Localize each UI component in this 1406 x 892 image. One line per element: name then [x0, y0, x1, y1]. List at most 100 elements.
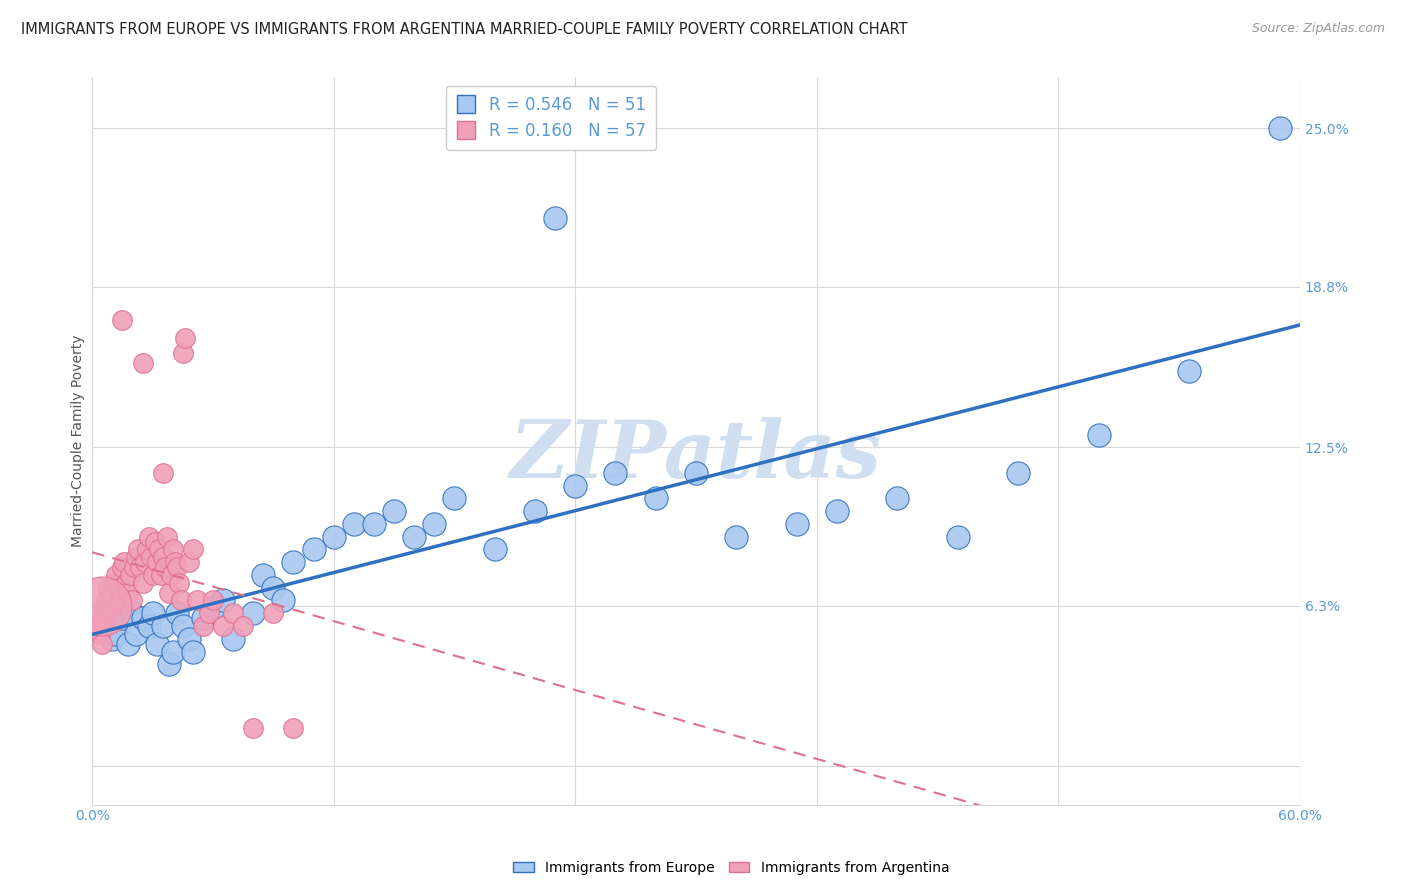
Point	[252, 568, 274, 582]
Point	[191, 611, 214, 625]
Point	[157, 586, 180, 600]
Point	[89, 626, 111, 640]
Point	[127, 542, 149, 557]
Legend: R = 0.546   N = 51, R = 0.160   N = 57: R = 0.546 N = 51, R = 0.160 N = 57	[446, 86, 657, 150]
Point	[166, 560, 188, 574]
Point	[443, 491, 465, 506]
Point	[544, 211, 567, 225]
Point	[283, 721, 305, 735]
Point	[156, 530, 179, 544]
Point	[117, 637, 139, 651]
Point	[152, 466, 174, 480]
Point	[152, 619, 174, 633]
Point	[157, 657, 180, 672]
Point	[103, 575, 125, 590]
Point	[283, 555, 305, 569]
Point	[138, 530, 160, 544]
Point	[886, 491, 908, 506]
Point	[191, 619, 214, 633]
Text: ZIPatlas: ZIPatlas	[510, 417, 882, 494]
Point	[162, 542, 184, 557]
Point	[524, 504, 547, 518]
Y-axis label: Married-Couple Family Poverty: Married-Couple Family Poverty	[72, 334, 86, 548]
Point	[644, 491, 666, 506]
Point	[142, 607, 165, 621]
Point	[302, 542, 325, 557]
Point	[145, 555, 167, 569]
Point	[222, 607, 245, 621]
Point	[105, 568, 128, 582]
Point	[242, 607, 264, 621]
Legend: Immigrants from Europe, Immigrants from Argentina: Immigrants from Europe, Immigrants from …	[508, 855, 955, 880]
Point	[605, 466, 627, 480]
Point	[201, 593, 224, 607]
Point	[121, 607, 143, 621]
Point	[172, 346, 194, 360]
Point	[101, 632, 124, 646]
Point	[172, 619, 194, 633]
Point	[131, 575, 153, 590]
Point	[131, 356, 153, 370]
Point	[181, 542, 204, 557]
Point	[825, 504, 848, 518]
Point	[167, 575, 190, 590]
Point	[110, 593, 132, 607]
Point	[1268, 121, 1291, 136]
Point	[173, 331, 195, 345]
Point	[111, 560, 134, 574]
Point	[181, 644, 204, 658]
Point	[322, 530, 344, 544]
Point	[163, 555, 186, 569]
Point	[170, 593, 193, 607]
Point	[96, 593, 118, 607]
Point	[262, 607, 284, 621]
Point	[564, 478, 586, 492]
Point	[1087, 427, 1109, 442]
Point	[97, 581, 120, 595]
Point	[363, 516, 385, 531]
Point	[685, 466, 707, 480]
Point	[198, 607, 221, 621]
Point	[131, 611, 153, 625]
Point	[725, 530, 748, 544]
Point	[162, 644, 184, 658]
Point	[212, 593, 235, 607]
Point	[232, 619, 254, 633]
Point	[91, 637, 114, 651]
Point	[84, 607, 107, 621]
Point	[125, 626, 148, 640]
Point	[98, 601, 121, 615]
Point	[201, 601, 224, 615]
Point	[152, 550, 174, 565]
Point	[177, 632, 200, 646]
Point	[273, 593, 295, 607]
Point	[145, 637, 167, 651]
Point	[222, 632, 245, 646]
Point	[1007, 466, 1029, 480]
Point	[111, 313, 134, 327]
Point	[153, 560, 176, 574]
Point	[93, 611, 115, 625]
Point	[125, 550, 148, 565]
Point	[423, 516, 446, 531]
Text: IMMIGRANTS FROM EUROPE VS IMMIGRANTS FROM ARGENTINA MARRIED-COUPLE FAMILY POVERT: IMMIGRANTS FROM EUROPE VS IMMIGRANTS FRO…	[21, 22, 908, 37]
Point	[120, 568, 142, 582]
Point	[166, 607, 188, 621]
Text: Source: ZipAtlas.com: Source: ZipAtlas.com	[1251, 22, 1385, 36]
Point	[135, 542, 157, 557]
Point	[262, 581, 284, 595]
Point	[148, 542, 170, 557]
Point	[786, 516, 808, 531]
Point	[112, 555, 135, 569]
Point	[382, 504, 405, 518]
Point	[115, 575, 138, 590]
Point	[142, 568, 165, 582]
Point	[129, 560, 152, 574]
Point	[117, 586, 139, 600]
Point	[212, 619, 235, 633]
Point	[138, 619, 160, 633]
Point	[91, 607, 114, 621]
Point	[186, 593, 208, 607]
Point	[404, 530, 426, 544]
Point	[159, 568, 181, 582]
